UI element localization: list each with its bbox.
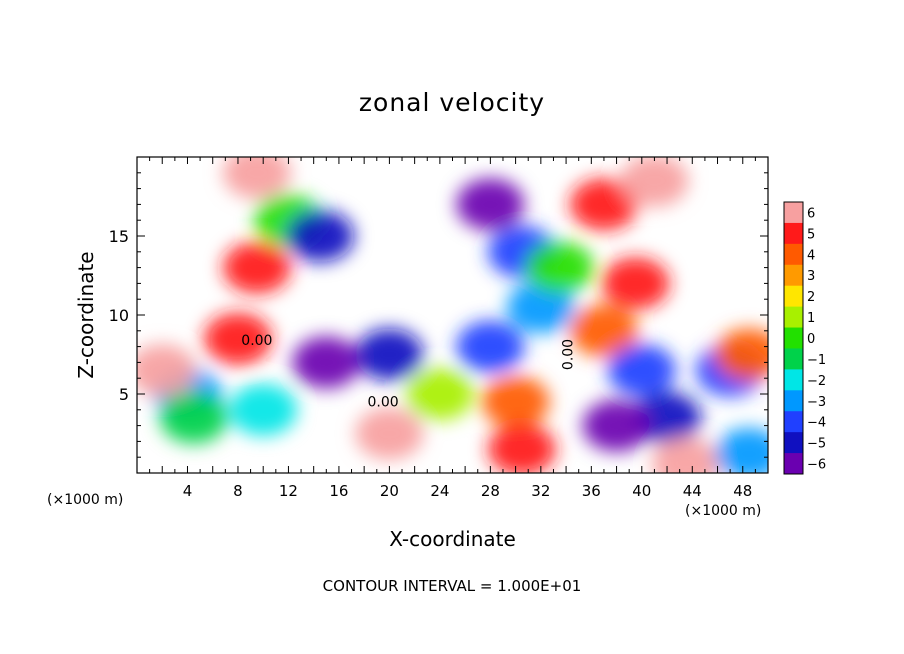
x-tick-label: 32: [531, 482, 550, 500]
field-blob: [285, 210, 354, 262]
x-tick-label: 44: [683, 482, 702, 500]
field-blob: [601, 257, 670, 310]
field-blob: [715, 328, 768, 381]
colorbar-tick-label: −4: [807, 416, 826, 431]
x-tick-label: 48: [733, 482, 752, 500]
colorbar-tick-label: −5: [807, 437, 826, 452]
y-axis-label: Z-coordinate: [74, 251, 98, 379]
colorbar-tick-label: 2: [807, 290, 815, 305]
x-tick-label: 4: [183, 482, 193, 500]
colorbar-tick-label: 6: [807, 206, 815, 221]
field-blob: [355, 407, 424, 460]
x-unit-right: (×1000 m): [685, 503, 762, 519]
contour-interval-note: CONTOUR INTERVAL = 1.000E+01: [322, 577, 582, 595]
field-blob: [487, 423, 556, 473]
colorbar-swatch: [784, 243, 803, 266]
colorbar-tick-label: −3: [807, 395, 826, 410]
field-blob: [456, 320, 525, 373]
colorbar-tick-label: 3: [807, 269, 815, 284]
x-tick-label: 20: [380, 482, 399, 500]
contour-label: 0.00: [241, 333, 272, 349]
colorbar-tick-label: 0: [807, 332, 815, 347]
x-tick-label: 40: [632, 482, 651, 500]
field-blob: [229, 383, 298, 436]
colorbar-tick-label: 1: [807, 311, 815, 326]
colorbar-swatch: [784, 306, 803, 329]
field-blob: [633, 391, 702, 444]
field-blob: [715, 428, 768, 473]
field-blob: [159, 391, 228, 444]
colorbar-swatch: [784, 411, 803, 433]
field-blob: [355, 328, 424, 381]
field-blob: [607, 344, 676, 397]
field-blob: [506, 281, 575, 334]
colorbar: 6 5 4 3 2 1 0 −1 −2 −3 −4 −5 −6: [783, 201, 826, 475]
field-blob: [620, 157, 689, 207]
field-blob: [292, 336, 361, 389]
field-blob: [481, 375, 550, 428]
x-tick-label: 28: [481, 482, 500, 500]
colorbar-swatch: [784, 285, 803, 308]
x-tick-label: 24: [430, 482, 449, 500]
colorbar-swatch: [784, 202, 803, 224]
field-blob: [569, 178, 638, 231]
x-unit-left: (×1000 m): [47, 492, 124, 508]
contour-label: 0.00: [560, 339, 576, 370]
colorbar-tick-label: −2: [807, 374, 826, 389]
y-tick-label: 15: [109, 227, 129, 246]
x-tick-label: 12: [279, 482, 298, 500]
colorbar-swatch: [784, 327, 803, 349]
field-blob: [137, 344, 197, 397]
field-blob: [569, 304, 638, 357]
field-blob: [582, 399, 651, 452]
colorbar-swatch: [784, 432, 803, 454]
colorbar-swatch: [784, 453, 803, 475]
colorbar-tick-label: −6: [807, 458, 826, 473]
velocity-field: 0.00 0.00 0.00: [137, 157, 768, 473]
colorbar-swatch: [784, 390, 803, 412]
y-tick-label: 10: [109, 306, 129, 325]
colorbar-tick-label: 4: [807, 248, 815, 263]
field-blob: [651, 437, 720, 473]
x-tick-label: 36: [582, 482, 601, 500]
contour-label: 0.00: [368, 395, 399, 411]
colorbar-frame: [783, 201, 804, 475]
x-tick-label: 8: [233, 482, 243, 500]
field-blob: [405, 368, 474, 420]
field-blob: [525, 241, 594, 294]
colorbar-swatch: [784, 348, 803, 370]
field-blob: [203, 312, 272, 365]
chart-title: zonal velocity: [358, 88, 546, 117]
field-blob: [222, 157, 291, 199]
x-axis-label: X-coordinate: [389, 527, 516, 551]
colorbar-swatch: [784, 222, 803, 245]
colorbar-tick-label: −1: [807, 353, 826, 368]
colorbar-swatch: [784, 264, 803, 287]
field-blob: [222, 241, 291, 294]
colorbar-swatch: [784, 369, 803, 391]
field-blob: [456, 178, 525, 231]
x-tick-label: 16: [329, 482, 348, 500]
y-tick-label: 5: [119, 385, 129, 404]
colorbar-tick-label: 5: [807, 227, 815, 242]
